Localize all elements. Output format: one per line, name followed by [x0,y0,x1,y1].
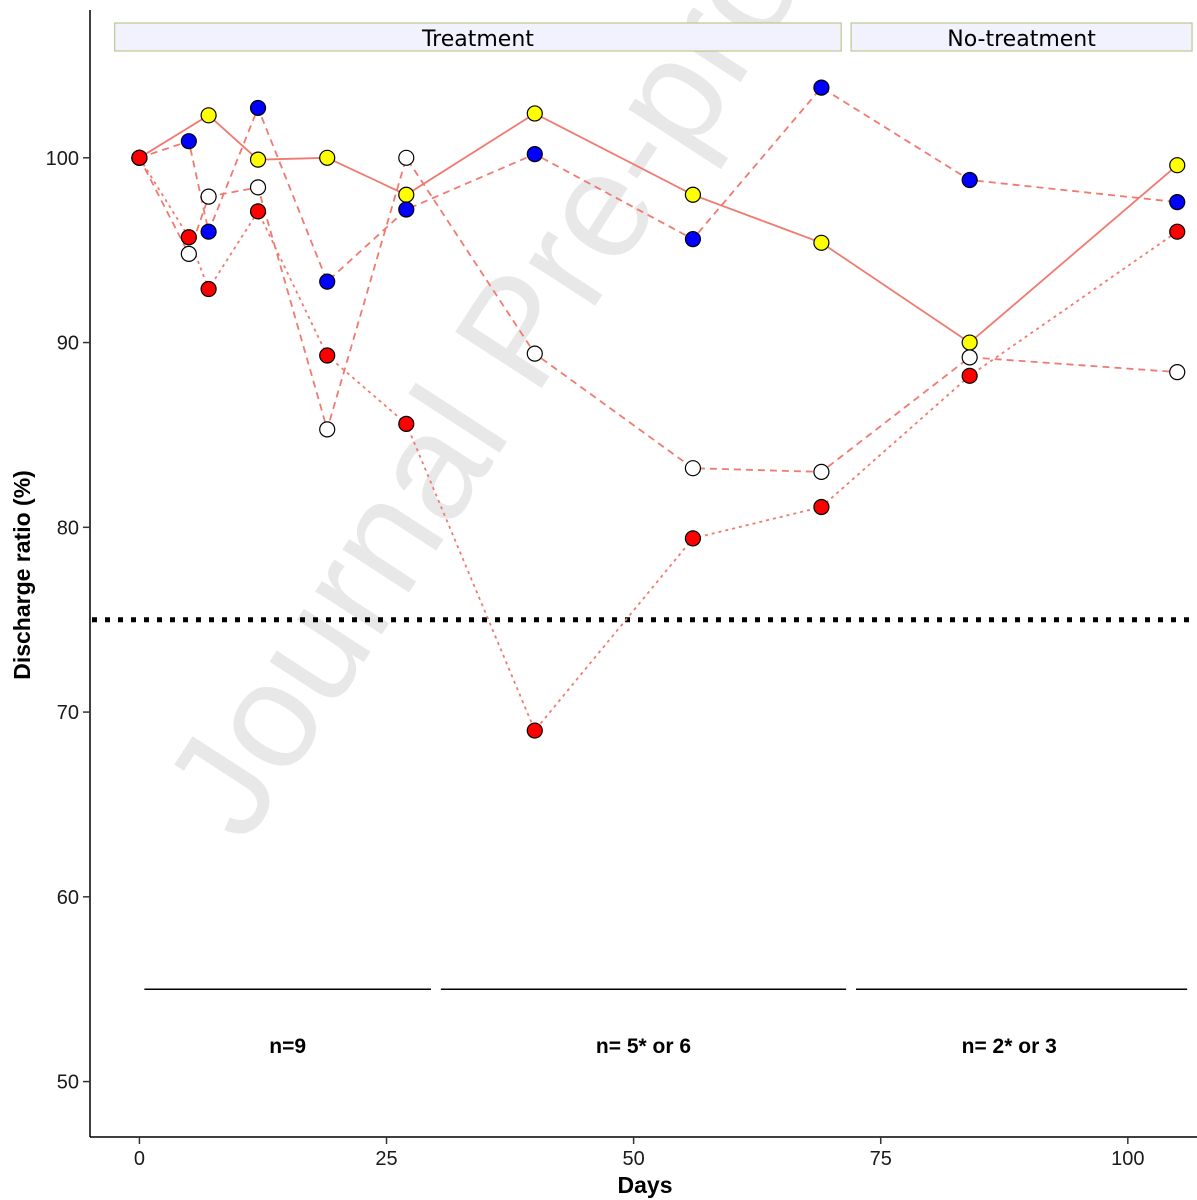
series-point-0 [398,186,415,203]
x-tick-label: 50 [622,1148,644,1170]
x-tick-label: 25 [375,1148,397,1170]
series-point-3 [813,498,830,516]
series-point-1 [1169,194,1186,211]
series-point-3 [249,203,267,220]
series-point-2 [526,345,543,362]
series-point-3 [961,367,978,384]
series-point-2 [200,188,217,205]
series-point-1 [684,230,702,248]
y-tick-label: 90 [57,333,79,355]
series-point-0 [1169,157,1186,174]
series-point-0 [200,107,217,124]
series-point-1 [526,146,543,163]
y-tick-label: 100 [46,148,79,170]
x-tick-label: 100 [1111,1148,1144,1170]
series-point-3 [180,229,197,246]
series-point-0 [813,234,830,251]
series-point-2 [961,349,978,366]
group-annotations: n=9 n= 5* or 6 n= 2* or 3 [144,988,1188,1058]
panel-label-0: Treatment [421,27,534,52]
panel-strip-1 [850,22,1193,52]
y-axis-title: Discharge ratio (%) [9,470,35,680]
y-tick-label: 80 [57,517,79,539]
group-label-0: n=9 [269,1035,306,1058]
group-label-2: n= 2* or 3 [962,1035,1057,1058]
x-axis-title: Days [618,1172,673,1198]
series-point-1 [961,171,978,189]
series-point-2 [813,463,830,480]
series-point-2 [180,245,197,262]
series-point-1 [319,273,336,290]
series-point-3 [319,347,336,364]
series-point-1 [200,223,217,240]
series-point-0 [961,334,978,351]
series-point-3 [131,149,148,166]
series-line-0 [138,112,1178,344]
series-point-3 [1169,223,1186,240]
x-tick-label: 0 [134,1148,145,1170]
series-point-0 [249,151,267,168]
series-point-1 [398,201,415,218]
axes: 0 25 50 75 100 50 60 70 80 90 100 [46,10,1197,1170]
y-tick-label: 70 [57,702,79,724]
series-point-3 [200,280,217,298]
series-point-0 [526,105,543,122]
series-point-1 [249,99,267,117]
series-point-3 [398,415,415,432]
panel-label-1: No-treatment [947,27,1096,52]
series-point-2 [319,421,336,438]
y-tick-label: 60 [57,887,79,909]
series-point-2 [249,179,267,196]
series-point-3 [526,722,543,739]
series-line-1 [139,86,1178,284]
series-point-2 [684,460,702,477]
series-point-0 [684,186,702,203]
x-tick-label: 75 [870,1148,892,1170]
series-point-2 [1169,364,1186,381]
series-point-0 [319,149,336,166]
y-tick-label: 50 [57,1072,79,1094]
series-point-1 [180,133,197,150]
series-point-3 [684,530,702,547]
series-points [131,79,1186,739]
panel-strips: Treatment No-treatment [114,22,1193,52]
series-line-2 [138,155,1178,473]
series-point-2 [398,149,415,166]
group-label-1: n= 5* or 6 [596,1035,691,1058]
panel-strip-0 [114,22,842,52]
series-point-1 [813,79,830,96]
